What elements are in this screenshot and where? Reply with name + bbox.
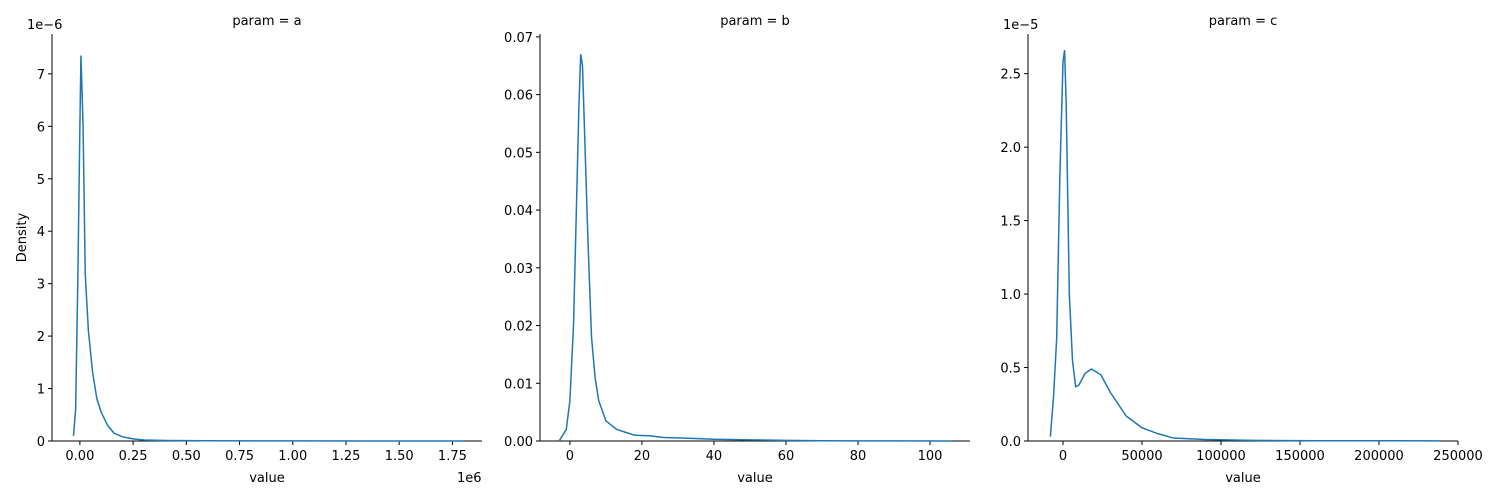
y-offset: 1e−5: [1003, 18, 1038, 33]
x-axis-label: value: [1225, 471, 1261, 486]
x-tick-label: 150000: [1275, 449, 1325, 464]
y-tick-label: 4: [37, 225, 45, 240]
y-tick-label: 0: [37, 435, 45, 450]
x-tick-label: 1.25: [331, 449, 360, 464]
x-tick-label: 1.50: [385, 449, 414, 464]
x-tick-label: 40: [706, 449, 723, 464]
x-axis-label: value: [737, 471, 773, 486]
panel-title: param = c: [1209, 14, 1278, 29]
x-tick-label: 1.75: [438, 449, 467, 464]
density-line: [72, 55, 464, 442]
density-line: [558, 54, 952, 442]
y-tick-label: 0.5: [1000, 362, 1021, 377]
x-tick-label: 0.25: [119, 449, 148, 464]
y-tick-label: 0.06: [504, 89, 533, 104]
y-tick-label: 2.5: [1000, 68, 1021, 83]
y-tick-label: 0.02: [504, 320, 533, 335]
x-tick-label: 1.00: [278, 449, 307, 464]
x-offset: 1e6: [457, 471, 482, 486]
x-axis-label: value: [249, 471, 285, 486]
y-tick-label: 7: [37, 68, 45, 83]
y-tick-label: 1.5: [1000, 215, 1021, 230]
y-tick-label: 1.0: [1000, 288, 1021, 303]
y-tick-label: 0.0: [1000, 435, 1021, 450]
x-tick-label: 100000: [1196, 449, 1246, 464]
x-tick-label: 0.00: [65, 449, 94, 464]
y-offset: 1e−6: [27, 18, 62, 33]
x-tick-label: 200000: [1354, 449, 1404, 464]
x-tick-label: 80: [850, 449, 867, 464]
x-tick-label: 0.75: [225, 449, 254, 464]
x-tick-label: 60: [778, 449, 795, 464]
y-axis-label: Density: [15, 212, 30, 262]
y-tick-label: 2.0: [1000, 141, 1021, 156]
y-tick-label: 6: [37, 120, 45, 135]
x-tick-label: 100: [918, 449, 943, 464]
y-tick-label: 0.05: [504, 146, 533, 161]
y-tick-label: 0.01: [504, 377, 533, 392]
panel-title: param = a: [232, 14, 301, 29]
density-line: [1049, 50, 1440, 442]
x-tick-label: 50000: [1121, 449, 1162, 464]
x-tick-label: 0.50: [172, 449, 201, 464]
y-tick-label: 1: [37, 383, 45, 398]
y-tick-label: 2: [37, 330, 45, 345]
x-tick-label: 20: [634, 449, 651, 464]
y-tick-label: 0.03: [504, 262, 533, 277]
x-tick-label: 0: [566, 449, 574, 464]
y-tick-label: 3: [37, 278, 45, 293]
panel-title: param = b: [720, 14, 790, 29]
y-tick-label: 5: [37, 173, 45, 188]
x-tick-label: 250000: [1433, 449, 1483, 464]
y-tick-label: 0.07: [504, 31, 533, 46]
x-tick-label: 0: [1059, 449, 1067, 464]
y-tick-label: 0.00: [504, 435, 533, 450]
y-tick-label: 0.04: [504, 204, 533, 219]
